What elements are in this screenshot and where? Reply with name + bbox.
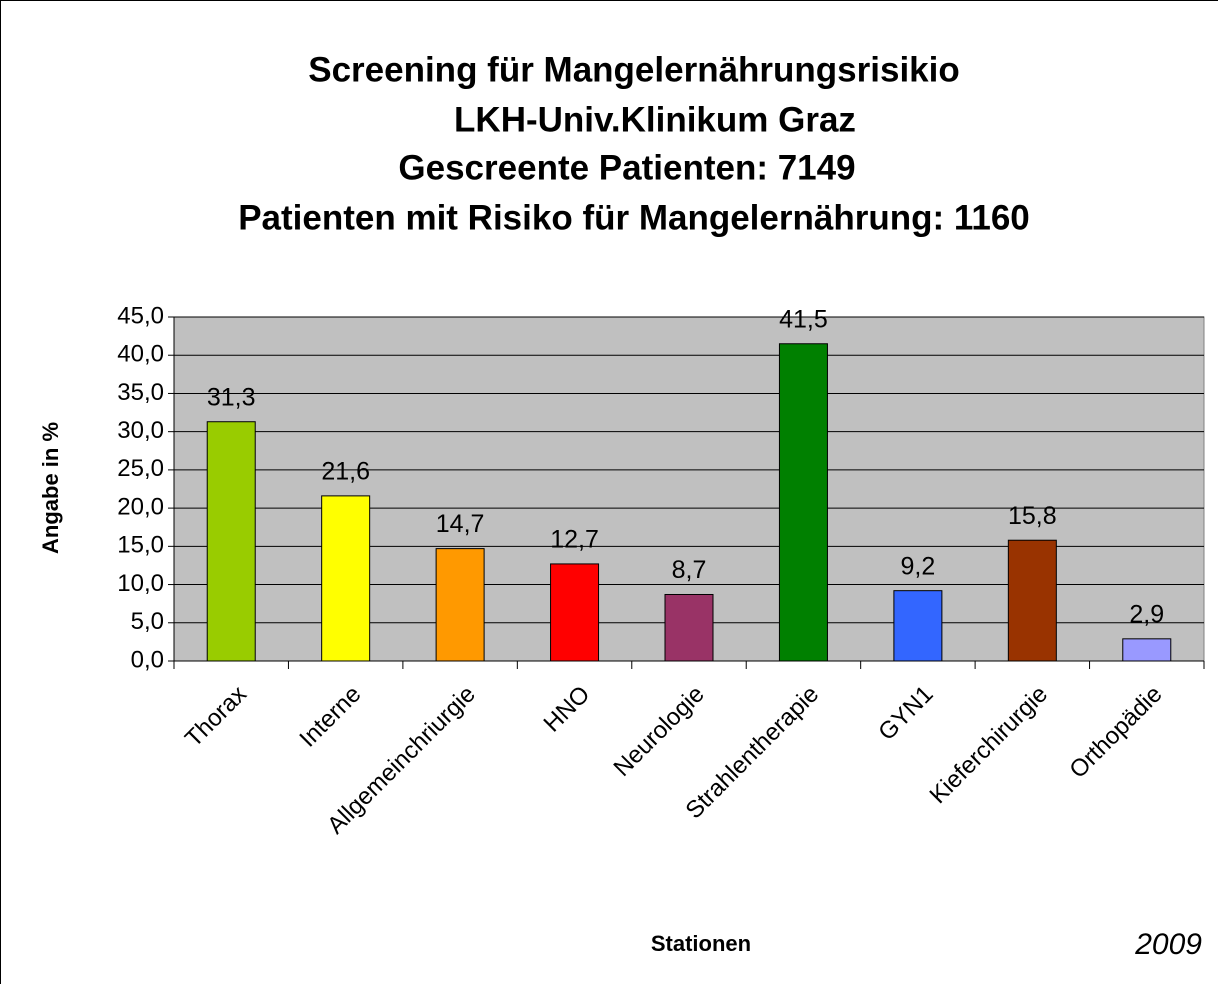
y-tick-label: 35,0 — [117, 379, 164, 406]
y-tick-label: 15,0 — [117, 532, 164, 559]
y-tick-label: 10,0 — [117, 570, 164, 597]
value-label: 14,7 — [436, 510, 485, 538]
bar — [1007, 539, 1057, 662]
y-axis-title: Angabe in % — [38, 422, 63, 554]
chart-title: LKH-Univ.Klinikum Graz — [454, 100, 856, 139]
value-label: 9,2 — [901, 552, 936, 580]
x-axis-title: Stationen — [651, 931, 751, 956]
value-label: 12,7 — [550, 526, 599, 554]
y-tick-label: 0,0 — [131, 646, 164, 673]
bar — [435, 548, 485, 662]
chart-title: Screening für Mangelernährungsrisikio — [308, 50, 960, 89]
value-label: 41,5 — [779, 305, 828, 333]
value-label: 2,9 — [1129, 600, 1164, 628]
y-tick-label: 45,0 — [117, 302, 164, 329]
value-label: 21,6 — [321, 457, 370, 485]
bar — [321, 495, 371, 662]
bar — [893, 590, 943, 662]
bar — [1122, 638, 1172, 662]
chart-title: Gescreente Patienten: 7149 — [398, 148, 855, 187]
y-tick-label: 40,0 — [117, 341, 164, 368]
y-tick-label: 25,0 — [117, 455, 164, 482]
annotation: 2009 — [1134, 928, 1202, 961]
bar — [664, 593, 714, 662]
bar — [550, 563, 600, 662]
bar — [206, 421, 256, 662]
chart-title: Patienten mit Risiko für Mangelernährung… — [238, 198, 1030, 237]
y-tick-label: 30,0 — [117, 417, 164, 444]
value-label: 8,7 — [672, 556, 707, 584]
value-label: 15,8 — [1008, 502, 1057, 530]
y-tick-label: 5,0 — [131, 608, 164, 635]
y-tick-label: 20,0 — [117, 493, 164, 520]
value-label: 31,3 — [207, 383, 256, 411]
bar — [778, 343, 828, 662]
